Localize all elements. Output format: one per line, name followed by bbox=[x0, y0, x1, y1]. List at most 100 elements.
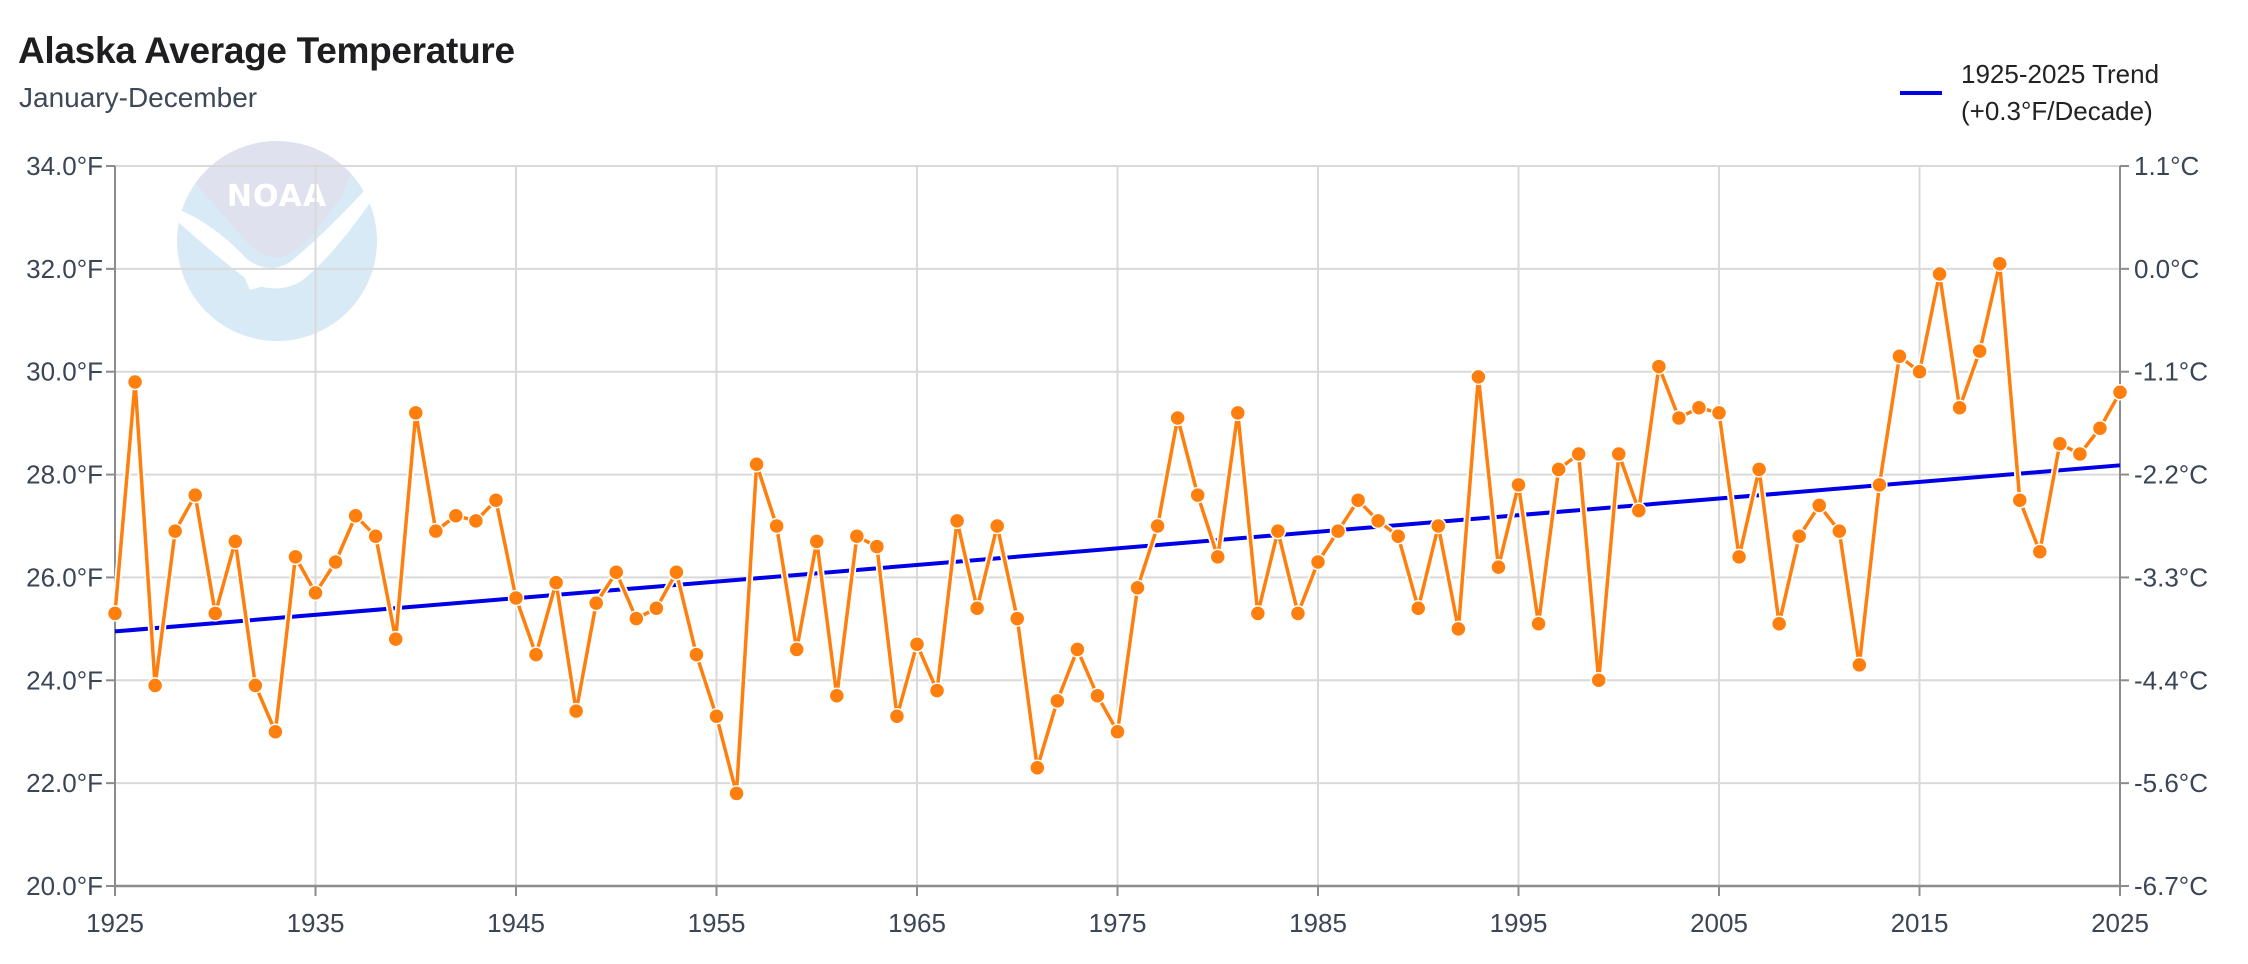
data-point-marker[interactable]: 1966: 23.8°F bbox=[928, 682, 946, 699]
data-point-marker[interactable]: 1967: 27.1°F bbox=[948, 512, 966, 530]
data-point-marker[interactable]: 1961: 23.7°F bbox=[828, 687, 846, 704]
data-point-marker[interactable]: 1939: 24.8°F bbox=[387, 630, 404, 648]
data-point-marker[interactable]: 2015: 30.0°F bbox=[1911, 363, 1928, 380]
data-point-marker[interactable]: 2007: 28.1°F bbox=[1750, 461, 1768, 478]
data-point-marker[interactable]: 2019: 32.1°F bbox=[1991, 255, 2008, 272]
data-point-marker[interactable]: 2021: 26.5°F bbox=[2031, 543, 2049, 560]
data-point-marker[interactable]: 2014: 30.3°F bbox=[1891, 348, 1908, 365]
data-point-marker[interactable]: 1991: 27.0°F bbox=[1430, 517, 1447, 535]
data-point-marker[interactable]: 2008: 25.1°F bbox=[1770, 615, 1788, 632]
data-point-marker[interactable]: 2022: 28.6°F bbox=[2051, 435, 2069, 452]
data-point-marker[interactable]: 2024: 28.9°F bbox=[2091, 420, 2109, 437]
data-point-marker[interactable]: 1936: 26.3°F bbox=[327, 553, 344, 571]
data-point-marker[interactable]: 1977: 27.0°F bbox=[1149, 517, 1166, 535]
data-point-marker[interactable]: 1931: 26.7°F bbox=[227, 533, 244, 550]
data-point-marker[interactable]: 2013: 27.8°F bbox=[1871, 476, 1888, 494]
data-point-marker[interactable]: 1955: 23.3°F bbox=[708, 708, 725, 725]
data-point-marker[interactable]: 1937: 27.2°F bbox=[347, 507, 364, 524]
data-point-marker[interactable]: 1956: 21.8°F bbox=[728, 785, 745, 802]
legend-item-trend[interactable]: 1925-2025 Trend (+0.3°F/Decade) bbox=[1961, 56, 2159, 130]
data-point-marker[interactable]: 1927: 23.9°F bbox=[146, 677, 164, 694]
data-point-marker[interactable]: 1949: 25.5°F bbox=[587, 594, 605, 612]
data-point-marker[interactable]: 2016: 31.9°F bbox=[1931, 265, 1948, 283]
data-point-marker[interactable]: 1986: 26.9°F bbox=[1329, 522, 1347, 540]
data-point-marker[interactable]: 1978: 29.1°F bbox=[1169, 409, 1186, 427]
data-point-marker[interactable]: 1950: 26.1°F bbox=[608, 564, 625, 581]
data-point-marker[interactable]: 1944: 27.5°F bbox=[487, 492, 505, 509]
data-point-marker[interactable]: 1948: 23.4°F bbox=[567, 702, 585, 720]
data-point-marker[interactable]: 1982: 25.3°F bbox=[1249, 605, 1267, 622]
data-point-marker[interactable]: 1960: 26.7°F bbox=[808, 533, 825, 550]
data-point-marker[interactable]: 1981: 29.2°F bbox=[1229, 404, 1247, 422]
data-point-marker[interactable]: 1995: 27.8°F bbox=[1510, 476, 1527, 494]
data-point-marker[interactable]: 2023: 28.4°F bbox=[2071, 445, 2089, 463]
data-point-marker[interactable]: 1963: 26.6°F bbox=[868, 538, 886, 555]
data-point-marker[interactable]: 1970: 25.2°F bbox=[1009, 610, 1026, 627]
data-point-marker[interactable]: 1926: 29.8°F bbox=[126, 373, 144, 391]
data-point-marker[interactable]: 1973: 24.6°F bbox=[1069, 641, 1086, 658]
data-point-marker[interactable]: 1974: 23.7°F bbox=[1089, 687, 1106, 704]
data-point-marker[interactable]: 1984: 25.3°F bbox=[1289, 605, 1307, 622]
data-point-marker[interactable]: 1958: 27.0°F bbox=[768, 517, 785, 535]
data-point-marker[interactable]: 1957: 28.2°F bbox=[748, 456, 765, 473]
data-point-marker[interactable]: 1968: 25.4°F bbox=[968, 600, 986, 617]
data-point-marker[interactable]: 1942: 27.2°F bbox=[447, 507, 465, 524]
data-point-marker[interactable]: 2010: 27.4°F bbox=[1811, 497, 1828, 514]
data-point-marker[interactable]: 2006: 26.4°F bbox=[1730, 548, 1748, 566]
data-point-marker[interactable]: 1954: 24.5°F bbox=[688, 646, 705, 663]
data-point-marker[interactable]: 1989: 26.8°F bbox=[1389, 528, 1407, 545]
data-point-marker[interactable]: 1941: 26.9°F bbox=[427, 522, 445, 540]
data-point-marker[interactable]: 1975: 23.0°F bbox=[1109, 723, 1126, 740]
data-point-marker[interactable]: 2009: 26.8°F bbox=[1790, 528, 1808, 545]
data-point-marker[interactable]: 1938: 26.8°F bbox=[367, 528, 384, 545]
data-point-marker[interactable]: 1983: 26.9°F bbox=[1269, 522, 1287, 540]
data-point-marker[interactable]: 2001: 27.3°F bbox=[1630, 502, 1648, 519]
data-point-marker[interactable]: 1965: 24.7°F bbox=[908, 636, 926, 653]
data-point-marker[interactable]: 1993: 29.9°F bbox=[1470, 368, 1487, 386]
data-point-marker[interactable]: 1998: 28.4°F bbox=[1570, 445, 1587, 463]
data-point-marker[interactable]: 1952: 25.4°F bbox=[648, 600, 665, 617]
data-point-marker[interactable]: 1928: 26.9°F bbox=[166, 522, 184, 540]
data-point-marker[interactable]: 1940: 29.2°F bbox=[407, 404, 424, 422]
data-point-marker[interactable]: 1962: 26.8°F bbox=[848, 528, 866, 545]
data-point-marker[interactable]: 1969: 27.0°F bbox=[988, 517, 1006, 535]
data-point-marker[interactable]: 1943: 27.1°F bbox=[467, 512, 485, 530]
data-point-marker[interactable]: 2005: 29.2°F bbox=[1710, 404, 1728, 422]
data-point-marker[interactable]: 2004: 29.3°F bbox=[1690, 399, 1708, 416]
data-point-marker[interactable]: 1971: 22.3°F bbox=[1029, 759, 1046, 776]
data-point-marker[interactable]: 1996: 25.1°F bbox=[1530, 615, 1547, 632]
data-point-marker[interactable]: 1976: 25.8°F bbox=[1129, 579, 1146, 596]
data-point-marker[interactable]: 1929: 27.6°F bbox=[186, 486, 204, 504]
data-point-marker[interactable]: 1992: 25.0°F bbox=[1450, 620, 1467, 638]
data-point-marker[interactable]: 1988: 27.1°F bbox=[1369, 512, 1387, 530]
data-point-marker[interactable]: 1964: 23.3°F bbox=[888, 708, 906, 725]
data-point-marker[interactable]: 1997: 28.1°F bbox=[1550, 461, 1567, 478]
data-point-marker[interactable]: 1932: 23.9°F bbox=[247, 677, 264, 694]
data-point-marker[interactable]: 1987: 27.5°F bbox=[1349, 492, 1367, 509]
data-point-marker[interactable]: 2025: 29.6°F bbox=[2111, 384, 2129, 401]
data-point-marker[interactable]: 1947: 25.9°F bbox=[547, 574, 565, 591]
data-point-marker[interactable]: 1959: 24.6°F bbox=[788, 641, 805, 658]
data-point-marker[interactable]: 1946: 24.5°F bbox=[527, 646, 545, 663]
data-point-marker[interactable]: 1951: 25.2°F bbox=[628, 610, 645, 627]
data-point-marker[interactable]: 1935: 25.7°F bbox=[307, 584, 324, 602]
data-point-marker[interactable]: 2020: 27.5°F bbox=[2011, 492, 2028, 509]
data-point-marker[interactable]: 1972: 23.6°F bbox=[1049, 692, 1066, 710]
data-point-marker[interactable]: 2011: 26.9°F bbox=[1831, 522, 1848, 540]
data-point-marker[interactable]: 2017: 29.3°F bbox=[1951, 399, 1968, 416]
data-point-marker[interactable]: 1979: 27.6°F bbox=[1189, 486, 1206, 504]
data-point-marker[interactable]: 2002: 30.1°F bbox=[1650, 358, 1668, 375]
data-point-marker[interactable]: 1930: 25.3°F bbox=[207, 605, 224, 622]
data-point-marker[interactable]: 2018: 30.4°F bbox=[1971, 342, 1988, 360]
data-point-marker[interactable]: 1985: 26.3°F bbox=[1309, 553, 1327, 571]
data-point-marker[interactable]: 1934: 26.4°F bbox=[287, 548, 304, 566]
data-point-marker[interactable]: 1994: 26.2°F bbox=[1490, 558, 1507, 576]
data-point-marker[interactable]: 1980: 26.4°F bbox=[1209, 548, 1226, 566]
data-point-marker[interactable]: 1925: 25.3°F bbox=[106, 605, 124, 622]
data-point-marker[interactable]: 1953: 26.1°F bbox=[668, 564, 685, 581]
data-point-marker[interactable]: 1945: 25.6°F bbox=[507, 589, 525, 607]
data-point-marker[interactable]: 1933: 23.0°F bbox=[267, 723, 284, 740]
data-point-marker[interactable]: 2003: 29.1°F bbox=[1670, 409, 1688, 427]
data-point-marker[interactable]: 1999: 24.0°F bbox=[1590, 672, 1607, 689]
data-point-marker[interactable]: 1990: 25.4°F bbox=[1410, 600, 1427, 617]
